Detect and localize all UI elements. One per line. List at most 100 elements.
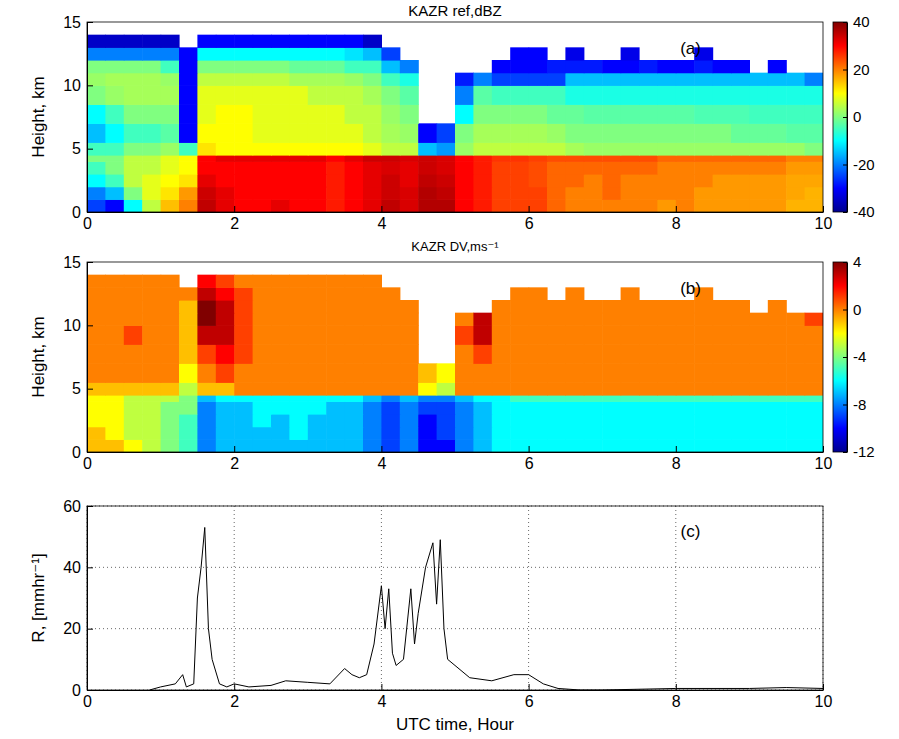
x-tick: 2 bbox=[230, 684, 239, 710]
cell bbox=[363, 35, 382, 48]
cell bbox=[639, 382, 658, 395]
cell bbox=[124, 427, 143, 440]
cell bbox=[676, 427, 695, 440]
cell bbox=[345, 344, 364, 364]
cell bbox=[326, 104, 345, 124]
cell bbox=[510, 155, 529, 162]
tick-mark bbox=[823, 206, 824, 212]
cell bbox=[87, 382, 106, 395]
cell bbox=[786, 199, 805, 212]
y-tick: 5 bbox=[72, 380, 93, 397]
cell bbox=[492, 313, 511, 326]
cell bbox=[455, 395, 474, 402]
cell bbox=[289, 174, 308, 187]
tick-mark bbox=[843, 165, 847, 166]
y-tick: 15 bbox=[63, 254, 93, 271]
cell bbox=[179, 401, 198, 414]
cell bbox=[529, 382, 548, 395]
cell bbox=[694, 401, 713, 414]
cell bbox=[529, 47, 548, 60]
cell bbox=[676, 60, 695, 73]
cell bbox=[565, 439, 584, 452]
cell bbox=[381, 60, 400, 73]
cell bbox=[694, 414, 713, 427]
cell bbox=[197, 174, 216, 187]
cell bbox=[492, 174, 511, 187]
cell bbox=[161, 287, 180, 300]
cell bbox=[529, 325, 548, 345]
cell bbox=[400, 161, 419, 174]
cell bbox=[87, 287, 106, 300]
cell bbox=[749, 325, 768, 345]
cell bbox=[253, 395, 272, 402]
cell bbox=[749, 395, 768, 402]
cell bbox=[234, 85, 253, 105]
x-axis: 0246810 bbox=[83, 206, 832, 232]
cell bbox=[326, 199, 345, 212]
cell bbox=[621, 439, 640, 452]
cell bbox=[161, 395, 180, 402]
cell bbox=[657, 382, 676, 395]
cell bbox=[234, 47, 253, 60]
cell bbox=[308, 199, 327, 212]
cell bbox=[713, 325, 732, 345]
tick-mark bbox=[381, 684, 382, 690]
cell bbox=[271, 155, 290, 162]
cell bbox=[308, 300, 327, 313]
cell bbox=[87, 395, 106, 402]
cell bbox=[768, 300, 787, 313]
cell bbox=[253, 313, 272, 326]
tick-mark bbox=[234, 206, 235, 212]
y-axis-title: R, [mmhr⁻¹] bbox=[29, 553, 48, 642]
x-axis: 0246810 bbox=[83, 684, 832, 710]
cell bbox=[161, 325, 180, 345]
cell bbox=[657, 60, 676, 73]
cell bbox=[805, 104, 823, 124]
cell bbox=[289, 395, 308, 402]
cell bbox=[216, 187, 235, 200]
x-tick: 6 bbox=[525, 206, 534, 232]
cell bbox=[510, 104, 529, 124]
cell bbox=[473, 73, 492, 86]
cell bbox=[510, 161, 529, 174]
cell bbox=[584, 174, 603, 187]
cell bbox=[216, 300, 235, 313]
cell bbox=[381, 401, 400, 414]
cell bbox=[657, 85, 676, 105]
y-tick: 40 bbox=[63, 559, 93, 576]
cell bbox=[308, 363, 327, 383]
cell bbox=[105, 344, 124, 364]
cell bbox=[584, 161, 603, 174]
cell bbox=[713, 439, 732, 452]
tick-mark bbox=[87, 567, 93, 568]
cell bbox=[731, 363, 750, 383]
cell bbox=[381, 155, 400, 162]
cell bbox=[161, 313, 180, 326]
cell bbox=[161, 73, 180, 86]
cell bbox=[455, 142, 474, 155]
cell bbox=[326, 401, 345, 414]
cell bbox=[786, 401, 805, 414]
cell bbox=[87, 363, 106, 383]
cell bbox=[124, 344, 143, 364]
cell bbox=[749, 414, 768, 427]
cell bbox=[326, 155, 345, 162]
cell bbox=[492, 363, 511, 383]
cell bbox=[381, 439, 400, 452]
cell bbox=[124, 300, 143, 313]
tick-label: 20 bbox=[853, 61, 870, 78]
tick-label: 60 bbox=[63, 498, 81, 515]
cell bbox=[161, 414, 180, 427]
cell bbox=[768, 187, 787, 200]
tick-mark bbox=[381, 446, 382, 452]
cell bbox=[289, 104, 308, 124]
cell bbox=[676, 85, 695, 105]
cell bbox=[142, 344, 161, 364]
tick-label: 8 bbox=[672, 693, 681, 710]
axis-line bbox=[87, 507, 88, 691]
cell bbox=[621, 85, 640, 105]
cell bbox=[308, 174, 327, 187]
cell bbox=[216, 344, 235, 364]
cell bbox=[602, 73, 621, 86]
cell bbox=[805, 395, 823, 402]
